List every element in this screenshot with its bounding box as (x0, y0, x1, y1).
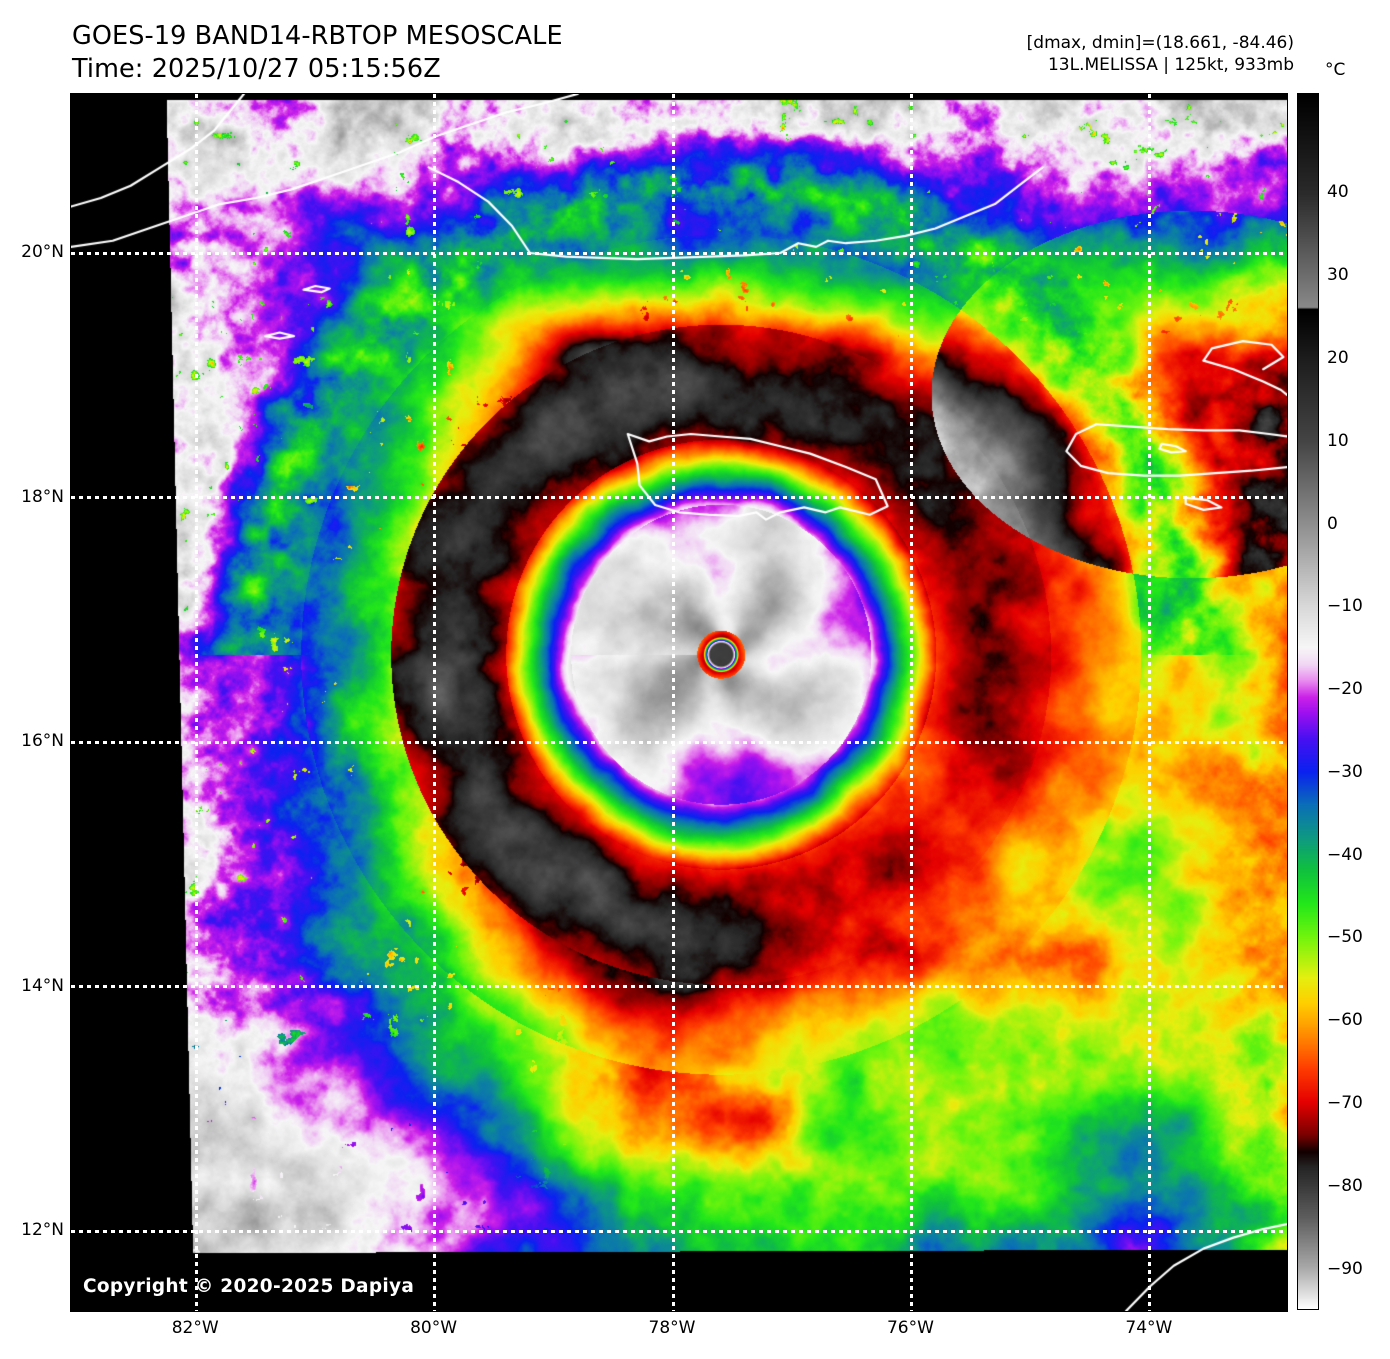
colorbar-tick-label: 30 (1327, 265, 1349, 286)
timestamp-label: Time: 2025/10/27 05:15:56Z (72, 54, 441, 85)
colorbar-tick-label: −20 (1327, 679, 1363, 700)
satellite-map[interactable]: Copyright © 2020-2025 Dapiya (70, 93, 1288, 1312)
colorbar-tick-label: −30 (1327, 761, 1363, 782)
satellite-image-canvas (71, 94, 1287, 1311)
y-axis-tick-label: 20°N (21, 242, 64, 262)
colorbar-tick-label: 0 (1327, 513, 1338, 534)
colorbar-tick-label: −70 (1327, 1093, 1363, 1114)
copyright-label: Copyright © 2020-2025 Dapiya (83, 1276, 415, 1297)
y-axis-tick-label: 14°N (21, 975, 64, 996)
colorbar-tick-label: −50 (1327, 927, 1363, 948)
colorbar-tick-label: −90 (1327, 1258, 1363, 1279)
colorbar-tick-label: −40 (1327, 844, 1363, 865)
colorbar-tick-label: 20 (1327, 347, 1349, 368)
x-axis-tick-label: 78°W (648, 1318, 696, 1338)
x-axis-tick-label: 80°W (410, 1318, 458, 1338)
colorbar-tick-label: −80 (1327, 1175, 1363, 1196)
colorbar-tick-label: 40 (1327, 182, 1349, 203)
storm-info-label: 13L.MELISSA | 125kt, 933mb (1047, 55, 1294, 76)
colorbar-gradient (1298, 94, 1318, 1309)
dmax-dmin-label: [dmax, dmin]=(18.661, -84.46) (1026, 33, 1294, 53)
x-axis-tick-label: 82°W (171, 1318, 219, 1338)
colorbar[interactable] (1297, 93, 1319, 1310)
colorbar-tick-label: −60 (1327, 1010, 1363, 1031)
colorbar-tick-label: 10 (1327, 430, 1349, 451)
y-axis-tick-label: 18°N (21, 486, 64, 507)
y-axis-tick-label: 16°N (21, 731, 64, 752)
metadata-block: [dmax, dmin]=(18.661, -84.46) 13L.MELISS… (1027, 32, 1294, 76)
x-axis-tick-label: 76°W (886, 1318, 934, 1338)
colorbar-unit-label: °C (1325, 60, 1346, 80)
page-title: GOES-19 BAND14-RBTOP MESOSCALE (72, 21, 563, 51)
x-axis-tick-label: 74°W (1125, 1318, 1173, 1338)
colorbar-tick-label: −10 (1327, 596, 1363, 617)
title-block: GOES-19 BAND14-RBTOP MESOSCALE Time: 202… (72, 20, 563, 86)
y-axis-tick-label: 12°N (21, 1220, 64, 1241)
